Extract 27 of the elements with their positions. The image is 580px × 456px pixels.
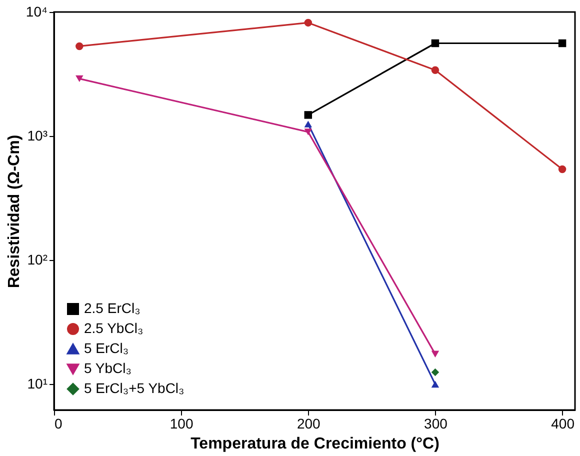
legend-label: 2.5 YbCl₃ bbox=[84, 320, 144, 336]
y-tick-label: 10² bbox=[27, 252, 48, 268]
point bbox=[431, 368, 440, 376]
point bbox=[76, 42, 84, 50]
x-tick-label: 400 bbox=[551, 416, 575, 432]
point bbox=[558, 39, 566, 48]
point bbox=[304, 18, 312, 27]
point bbox=[76, 75, 84, 82]
y-tick-label: 10¹ bbox=[27, 376, 48, 392]
x-tick-label: 200 bbox=[296, 416, 321, 432]
x-axis-title: Temperatura de Crecimiento (°C) bbox=[190, 436, 440, 452]
legend-label: 2.5 ErCl₃ bbox=[84, 300, 140, 316]
y-tick-label: 10³ bbox=[27, 128, 48, 144]
point bbox=[431, 350, 440, 358]
point bbox=[431, 66, 440, 74]
y-tick-label: 10⁴ bbox=[26, 4, 48, 20]
x-tick-label: 100 bbox=[170, 416, 194, 432]
legend-label: 5 ErCl₃ bbox=[84, 340, 129, 356]
point bbox=[431, 39, 440, 48]
legend-label: 5 ErCl₃+5 YbCl₃ bbox=[84, 380, 184, 396]
point bbox=[304, 128, 312, 136]
y-axis-title: Resistividad (Ω-Cm) bbox=[6, 134, 23, 288]
x-tick-label: 300 bbox=[424, 416, 448, 432]
legend-label: 5 YbCl₃ bbox=[84, 360, 132, 376]
x-tick-label: 0 bbox=[54, 416, 62, 432]
point bbox=[558, 165, 566, 174]
point bbox=[304, 111, 312, 119]
